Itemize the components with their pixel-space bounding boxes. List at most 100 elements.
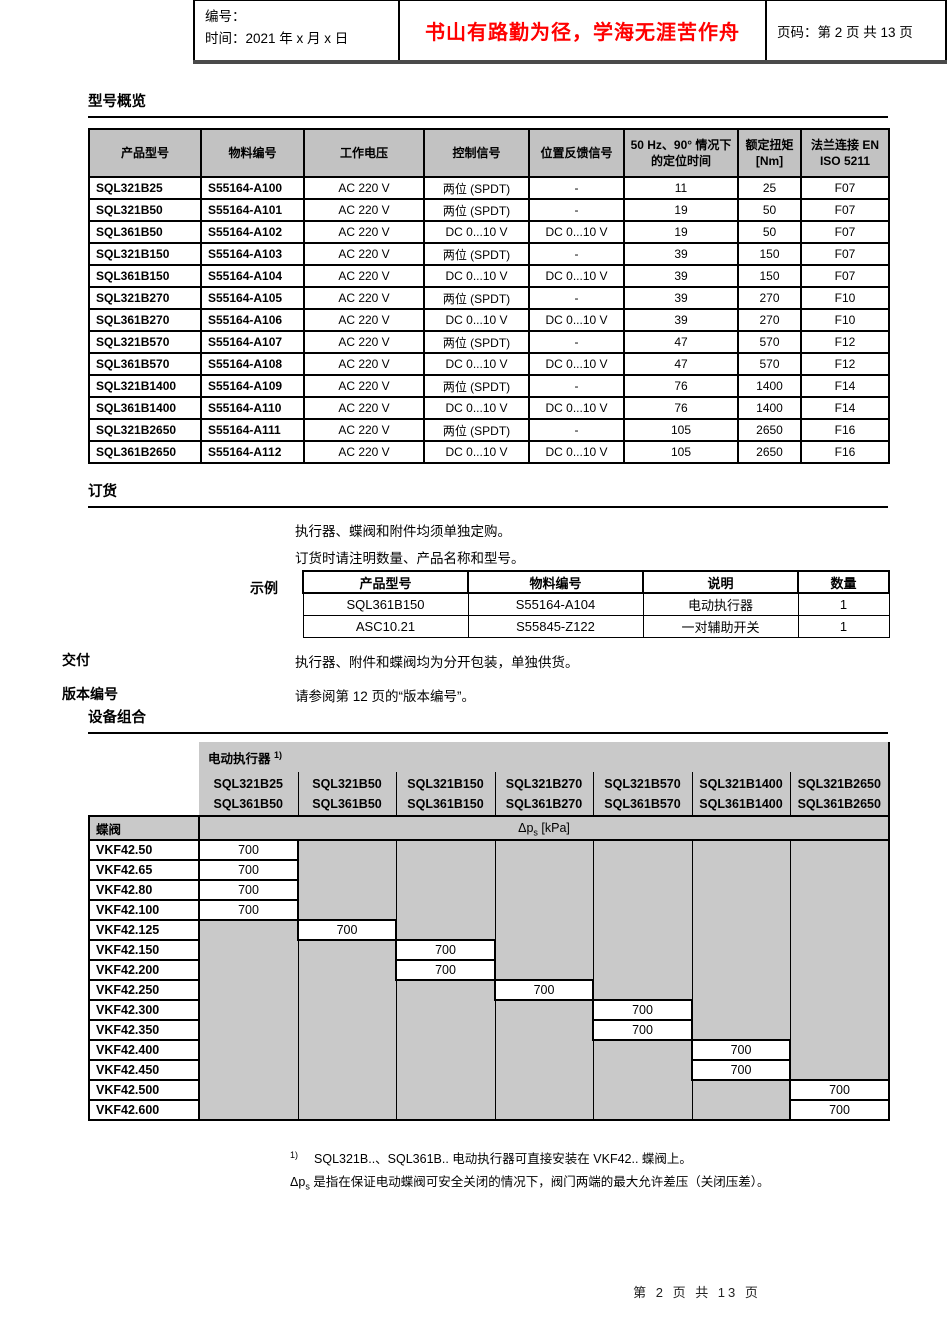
example-col-material: 物料编号 (467, 570, 644, 594)
combo-row: VKF42.400 700 (88, 1039, 891, 1061)
empty-matrix-cell (395, 980, 496, 1000)
model-table-cell: 25 (737, 176, 802, 200)
col-header-torque: 额定扭矩 [Nm] (737, 128, 802, 178)
model-table-cell: F07 (800, 176, 890, 200)
dp-value-cell: 700 (494, 979, 594, 1001)
model-table-row: SQL361B150 S55164-A104 AC 220 V DC 0...10 V… (88, 264, 890, 288)
empty-matrix-cell (691, 840, 791, 860)
empty-matrix-cell (297, 860, 397, 880)
combo-row: VKF42.350 700 (88, 1019, 891, 1041)
valve-label-cell: VKF42.450 (88, 1059, 200, 1081)
col-header-control: 控制信号 (423, 128, 530, 178)
empty-matrix-cell (691, 900, 791, 920)
empty-matrix-cell (494, 1080, 594, 1100)
model-table-cell: SQL361B150 (88, 264, 202, 288)
model-table-cell: 150 (737, 264, 802, 288)
empty-matrix-cell (297, 980, 397, 1000)
model-table-cell: 105 (623, 440, 739, 464)
actuator-col-5: SQL321B570 SQL361B570 (592, 772, 692, 816)
example-col-desc: 说明 (642, 570, 799, 594)
model-table-cell: DC 0...10 V (528, 308, 625, 332)
empty-matrix-cell (494, 1060, 594, 1080)
model-table-cell: AC 220 V (303, 308, 425, 332)
empty-matrix-cell (198, 920, 299, 940)
model-table-cell: 2650 (737, 440, 802, 464)
dp-value-cell: 700 (592, 999, 693, 1021)
model-table-cell: F07 (800, 242, 890, 266)
empty-matrix-cell (691, 1080, 791, 1100)
model-table-cell: 39 (623, 308, 739, 332)
actuator-header: 电动执行器 1) (199, 742, 891, 772)
col-header-voltage: 工作电压 (303, 128, 425, 178)
model-table-row: SQL361B1400 S55164-A110 AC 220 V DC 0...10 … (88, 396, 890, 420)
empty-matrix-cell (494, 940, 594, 960)
model-table-cell: AC 220 V (303, 352, 425, 376)
actuator-model-row: SQL321B25 SQL361B50 SQL321B50 SQL361B50 … (89, 772, 891, 816)
empty-matrix-cell (494, 900, 594, 920)
empty-matrix-cell (297, 1100, 397, 1121)
model-table-header-row: 产品型号 物料编号 工作电压 控制信号 位置反馈信号 50 Hz、90° 情况下… (88, 128, 890, 178)
model-table-cell: AC 220 V (303, 330, 425, 354)
doc-number: 编号： (205, 9, 246, 24)
model-table-row: SQL361B270 S55164-A106 AC 220 V DC 0...10 V… (88, 308, 890, 332)
model-table-cell: 两位 (SPDT) (423, 176, 530, 200)
dp-value-cell: 700 (395, 959, 496, 981)
footnote-1-text: SQL321B..、SQL361B.. 电动执行器可直接安装在 VKF42.. … (314, 1152, 692, 1166)
model-table-cell: F10 (800, 308, 890, 332)
model-table-cell: 两位 (SPDT) (423, 330, 530, 354)
combo-row: VKF42.500 700 (88, 1079, 891, 1101)
model-table-cell: S55164-A100 (200, 176, 305, 200)
model-table-cell: 两位 (SPDT) (423, 374, 530, 398)
model-table-row: SQL321B1400 S55164-A109 AC 220 V 两位 (SPDT) -… (88, 374, 890, 398)
empty-matrix-cell (691, 1020, 791, 1040)
model-table-row: SQL321B270 S55164-A105 AC 220 V 两位 (SPDT) -3… (88, 286, 890, 310)
section-title-ordering: 订货 (88, 480, 888, 508)
model-table-cell: SQL321B25 (88, 176, 202, 200)
model-table-cell: S55164-A106 (200, 308, 305, 332)
empty-matrix-cell (494, 1040, 594, 1060)
empty-matrix-cell (494, 1020, 594, 1040)
empty-matrix-cell (789, 1020, 891, 1040)
dp-value-cell: 700 (395, 939, 496, 961)
model-table-cell: SQL361B50 (88, 220, 202, 244)
dp-value-cell: 700 (592, 1019, 693, 1041)
model-table-cell: SQL321B2650 (88, 418, 202, 442)
example-table-row: SQL361B150 S55164-A104 电动执行器 1 (302, 592, 890, 616)
footnotes: 1) SQL321B..、SQL361B.. 电动执行器可直接安装在 VKF42.… (290, 1148, 770, 1193)
model-table-cell: SQL361B270 (88, 308, 202, 332)
example-table-cell: S55164-A104 (467, 592, 644, 616)
model-table-cell: 570 (737, 330, 802, 354)
section-title-overview: 型号概览 (88, 90, 888, 118)
empty-matrix-cell (395, 920, 496, 940)
valve-label-cell: VKF42.350 (88, 1019, 200, 1041)
combo-row: VKF42.250 700 (88, 979, 891, 1001)
model-table-cell: AC 220 V (303, 374, 425, 398)
example-table-cell: ASC10.21 (302, 615, 469, 638)
actuator-col-7: SQL321B2650 SQL361B2650 (789, 772, 891, 816)
valve-label-cell: VKF42.250 (88, 979, 200, 1001)
model-table-cell: S55164-A111 (200, 418, 305, 442)
empty-matrix-cell (789, 860, 891, 880)
model-table-cell: SQL321B150 (88, 242, 202, 266)
model-table-cell: DC 0...10 V (423, 220, 530, 244)
model-table-cell: 19 (623, 220, 739, 244)
model-table-cell: - (528, 418, 625, 442)
empty-matrix-cell (198, 940, 299, 960)
actuator-title-row: 电动执行器 1) (89, 742, 891, 772)
example-col-model: 产品型号 (302, 570, 469, 594)
valve-label-cell: VKF42.500 (88, 1079, 200, 1101)
model-table-cell: 1400 (737, 396, 802, 420)
empty-matrix-cell (198, 1000, 299, 1020)
footnote-1-marker: 1) (290, 1149, 299, 1160)
col-header-feedback: 位置反馈信号 (528, 128, 625, 178)
dp-value-cell: 700 (198, 839, 299, 861)
empty-matrix-cell (789, 880, 891, 900)
empty-matrix-cell (494, 880, 594, 900)
empty-matrix-cell (297, 900, 397, 920)
empty-matrix-cell (592, 920, 693, 940)
model-table-cell: AC 220 V (303, 396, 425, 420)
matrix-subheader-row: 蝶阀 Δps [kPa] (88, 815, 891, 841)
dp-value-cell: 700 (198, 899, 299, 921)
example-label: 示例 (250, 580, 278, 596)
